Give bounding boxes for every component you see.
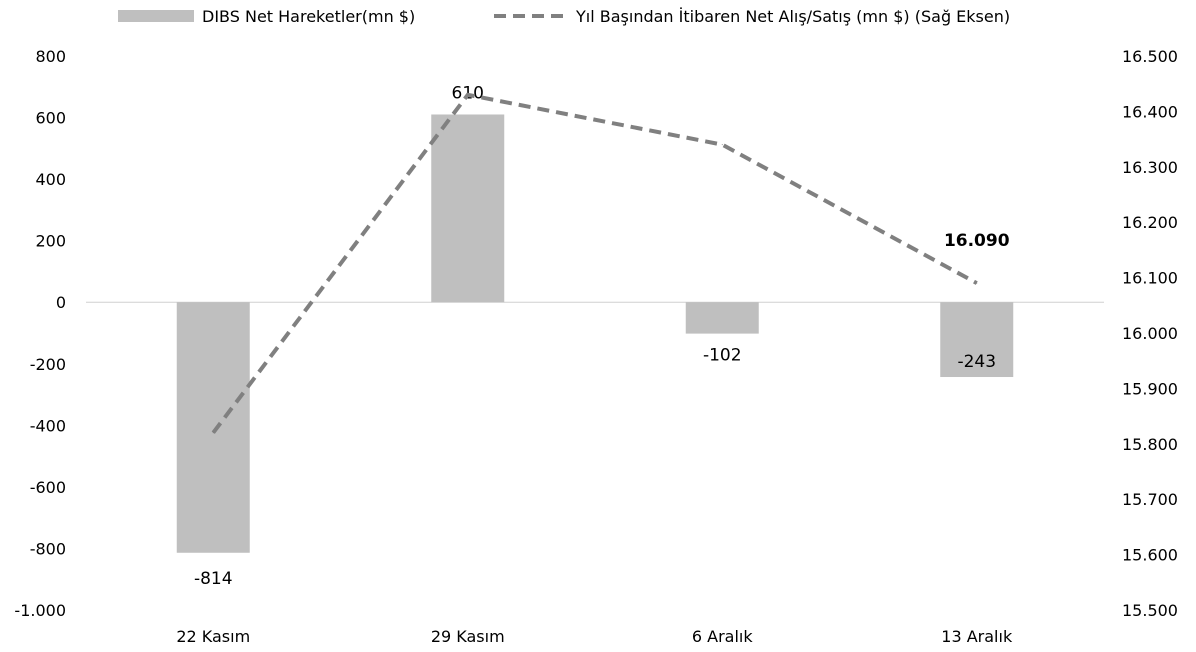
line-end-label: 16.090 [944, 231, 1010, 251]
legend: DIBS Net Hareketler(mn $) Yıl Başından İ… [118, 7, 1010, 26]
left-tick-label: 600 [35, 109, 66, 128]
category-label: 29 Kasım [431, 627, 505, 646]
left-tick-label: 400 [35, 170, 66, 189]
line-points [212, 94, 978, 434]
line-point [212, 432, 214, 434]
bar-data-label: -814 [194, 569, 233, 589]
left-tick-label: -200 [30, 355, 66, 374]
right-tick-label: 16.100 [1122, 269, 1178, 288]
right-tick-label: 16.400 [1122, 102, 1178, 121]
bar [431, 114, 505, 303]
right-tick-label: 15.700 [1122, 490, 1178, 509]
legend-label-line-series: Yıl Başından İtibaren Net Alış/Satış (mn… [575, 7, 1010, 26]
right-tick-label: 16.500 [1122, 47, 1178, 66]
category-labels: 22 Kasım 29 Kasım 6 Aralık 13 Aralık [176, 627, 1013, 646]
right-tick-label: 15.600 [1122, 546, 1178, 565]
bar [685, 302, 759, 334]
bars [176, 114, 1014, 553]
legend-swatch-bar-series [118, 10, 194, 22]
line-point [721, 144, 723, 146]
right-tick-label: 15.500 [1122, 601, 1178, 620]
line-point [976, 282, 978, 284]
left-tick-label: 0 [56, 293, 66, 312]
bar [176, 302, 250, 553]
right-tick-label: 16.000 [1122, 324, 1178, 343]
category-label: 22 Kasım [176, 627, 250, 646]
right-axis: 16.500 16.400 16.300 16.200 16.100 16.000 15.9… [1122, 47, 1178, 620]
right-tick-label: 15.800 [1122, 435, 1178, 454]
right-tick-label: 15.900 [1122, 379, 1178, 398]
left-tick-label: -400 [30, 416, 66, 435]
category-label: 6 Aralık [692, 627, 753, 646]
left-tick-label: 200 [35, 232, 66, 251]
left-axis: 800 600 400 200 0 -200 -400 -600 -800 -1.000 [14, 47, 66, 620]
left-tick-label: 800 [35, 47, 66, 66]
bar-data-label: -243 [957, 352, 996, 372]
line-point [467, 94, 469, 96]
left-tick-label: -1.000 [14, 601, 66, 620]
category-label: 13 Aralık [941, 627, 1013, 646]
left-tick-label: -800 [30, 539, 66, 558]
left-tick-label: -600 [30, 478, 66, 497]
right-tick-label: 16.200 [1122, 213, 1178, 232]
bar [940, 302, 1014, 378]
right-tick-label: 16.300 [1122, 158, 1178, 177]
legend-label-bar-series: DIBS Net Hareketler(mn $) [202, 7, 415, 26]
bar-data-label: -102 [703, 346, 742, 366]
line-series-path [211, 92, 978, 434]
